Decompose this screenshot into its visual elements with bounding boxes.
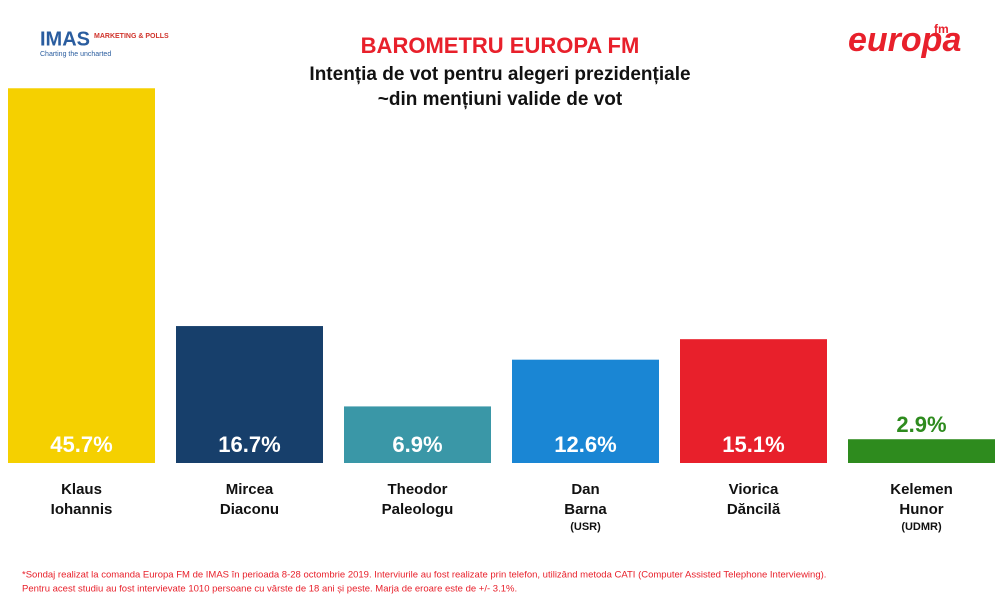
party-label: (USR) bbox=[570, 521, 601, 533]
bar bbox=[344, 406, 491, 463]
europa-logo: europa bbox=[848, 21, 961, 59]
bar bbox=[176, 326, 323, 463]
value-label: 45.7% bbox=[50, 432, 112, 457]
value-label: 15.1% bbox=[722, 432, 784, 457]
bar bbox=[680, 339, 827, 463]
footnote: *Sondaj realizat la comanda Europa FM de… bbox=[22, 570, 826, 581]
x-tick-label: Klaus bbox=[61, 481, 102, 498]
x-tick-label: Paleologu bbox=[382, 501, 454, 518]
europa-fm: fm bbox=[934, 22, 949, 36]
party-label: (UDMR) bbox=[901, 521, 942, 533]
value-label: 6.9% bbox=[392, 432, 442, 457]
imas-tag: MARKETING & POLLS bbox=[94, 33, 169, 40]
x-tick-label: Viorica bbox=[729, 481, 779, 498]
footnote: Pentru acest studiu au fost intervievate… bbox=[22, 584, 517, 595]
x-tick-label: Mircea bbox=[226, 481, 274, 498]
bar bbox=[512, 359, 659, 463]
x-tick-label: Barna bbox=[564, 501, 607, 518]
x-tick-label: Dăncilă bbox=[727, 501, 781, 518]
chart-title: BAROMETRU EUROPA FM bbox=[361, 33, 640, 58]
bar bbox=[848, 439, 995, 463]
x-tick-label: Hunor bbox=[899, 501, 943, 518]
chart-subtitle: Intenția de vot pentru alegeri prezidenț… bbox=[309, 64, 690, 85]
chart-subtitle: ~din mențiuni valide de vot bbox=[378, 89, 623, 110]
x-tick-label: Theodor bbox=[388, 481, 448, 498]
imas-logo: IMAS bbox=[40, 28, 90, 50]
x-tick-label: Diaconu bbox=[220, 501, 279, 518]
x-tick-label: Kelemen bbox=[890, 481, 953, 498]
imas-slogan: Charting the uncharted bbox=[40, 51, 111, 58]
value-label: 12.6% bbox=[554, 432, 616, 457]
x-tick-label: Iohannis bbox=[51, 501, 113, 518]
value-label: 16.7% bbox=[218, 432, 280, 457]
x-tick-label: Dan bbox=[571, 481, 599, 498]
bar bbox=[8, 88, 155, 463]
value-label: 2.9% bbox=[896, 412, 946, 437]
